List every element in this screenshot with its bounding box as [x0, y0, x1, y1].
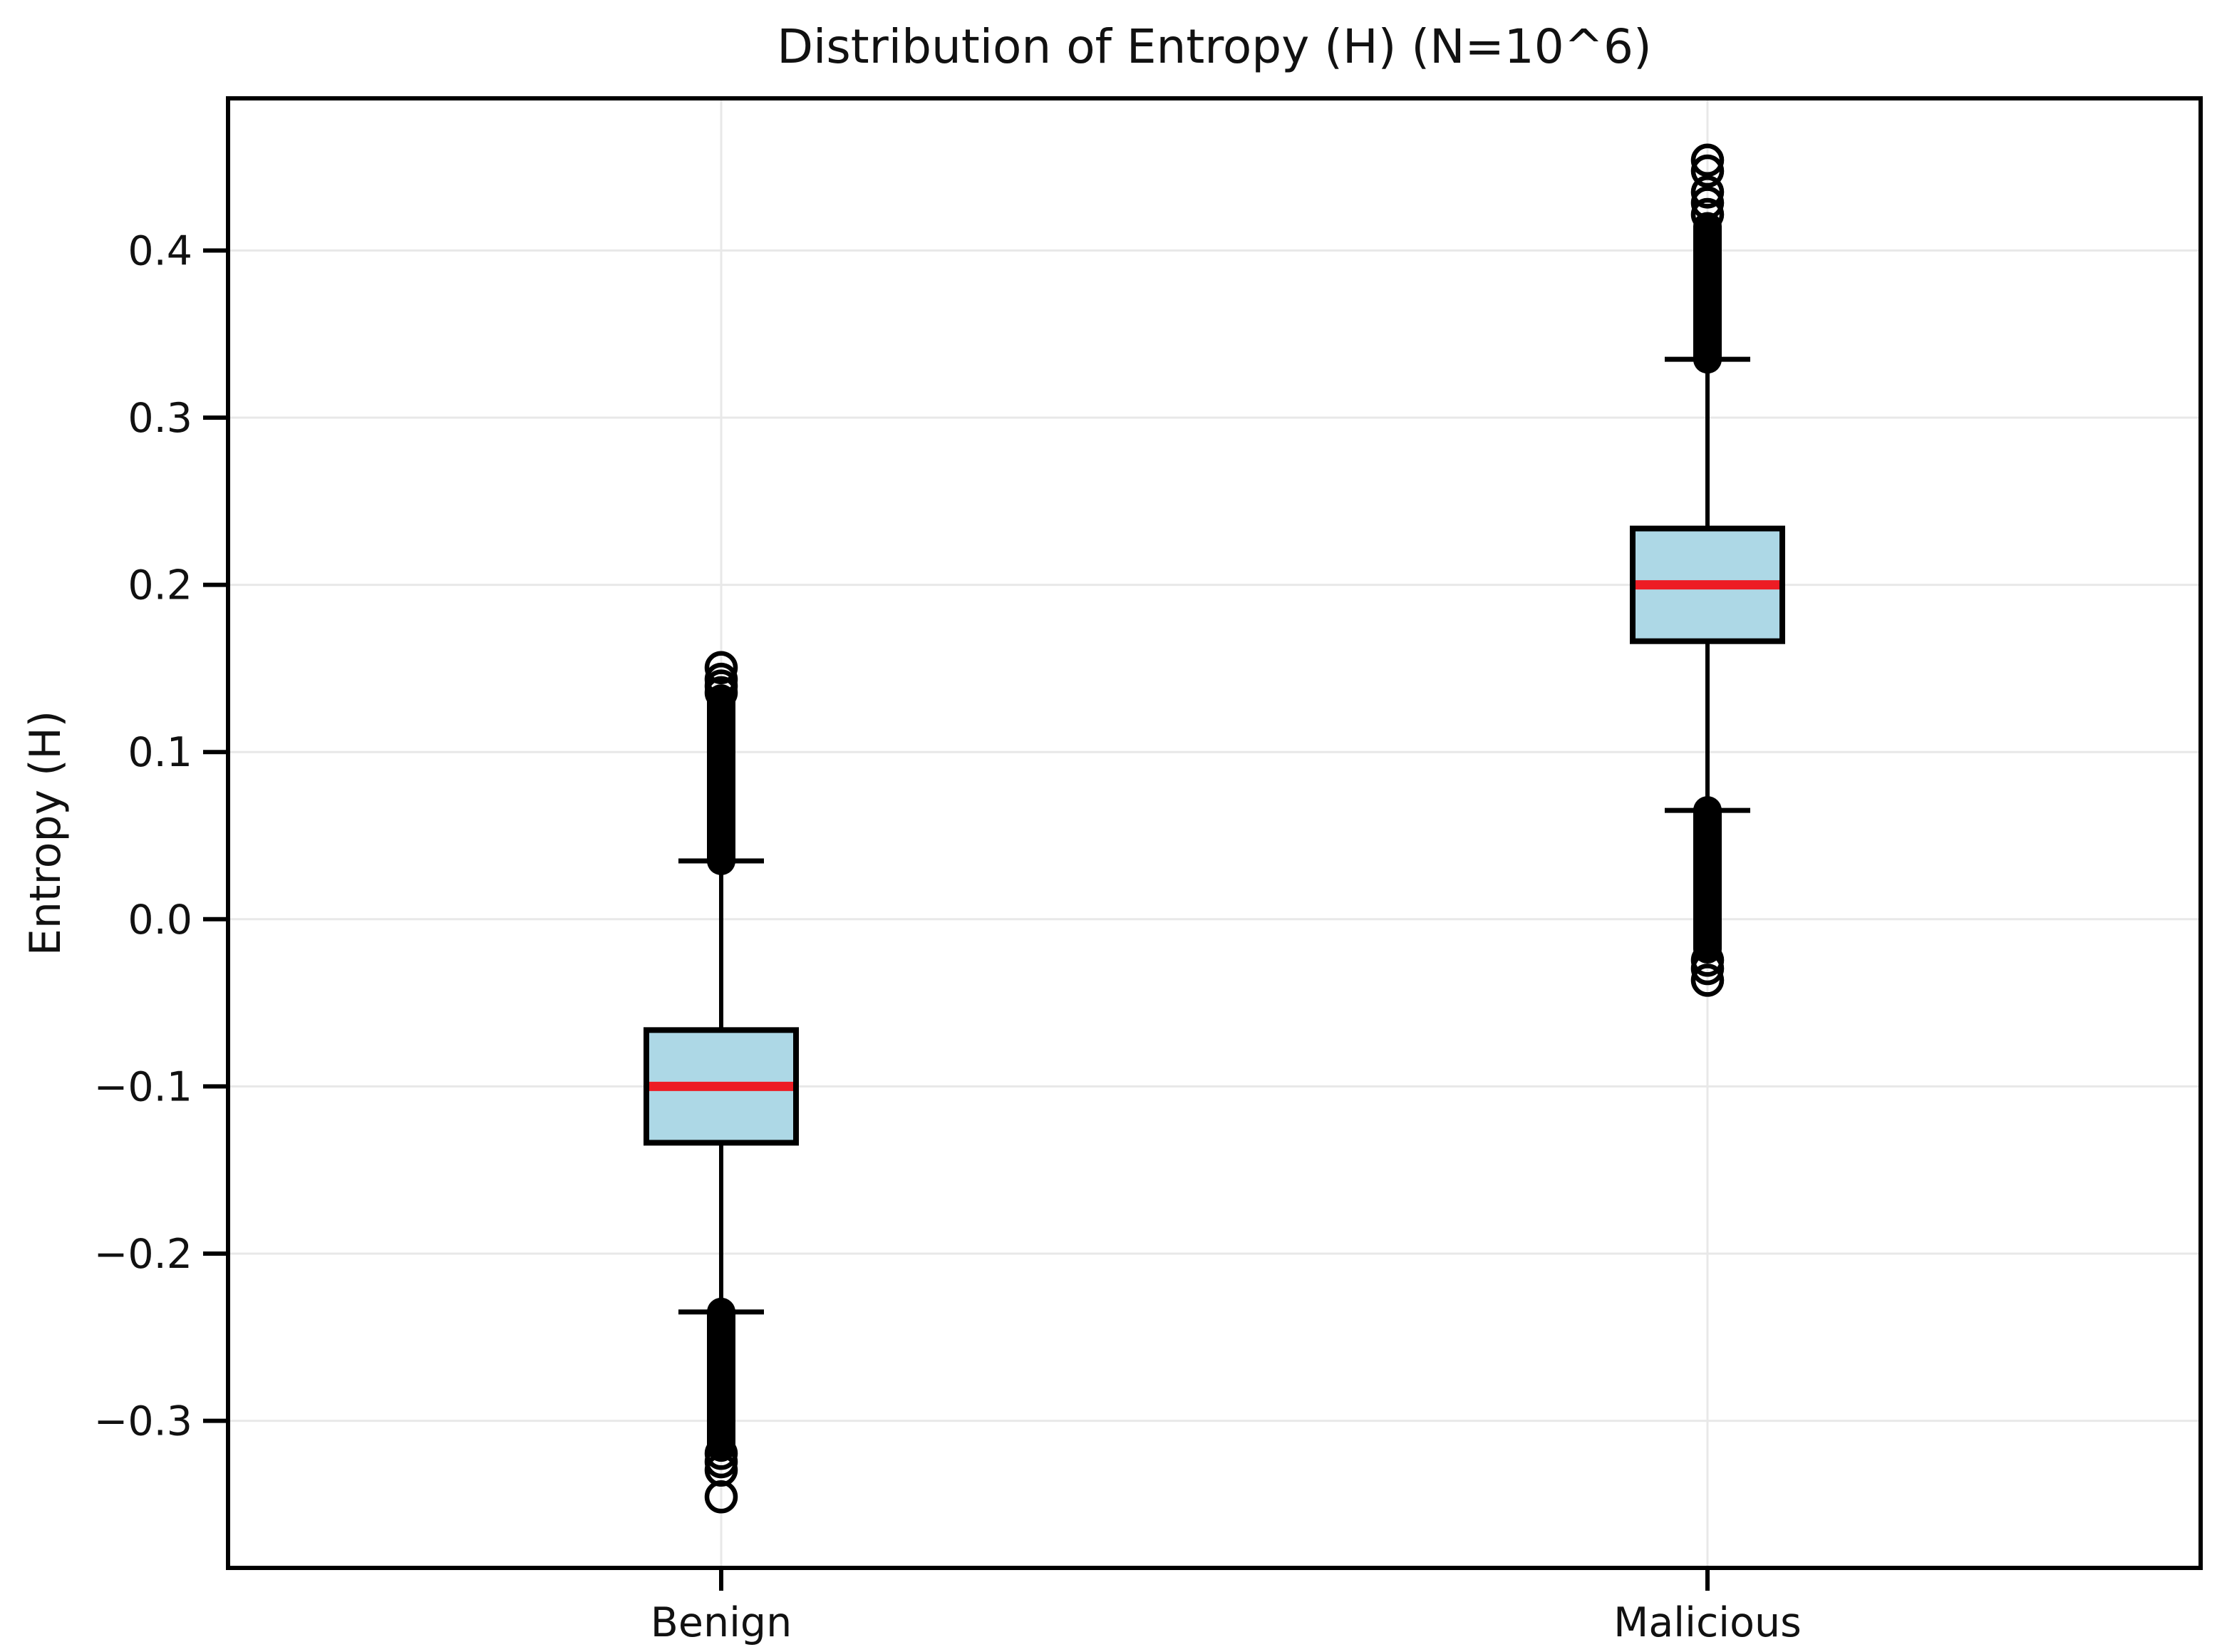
- outlier-circle-upper-malicious: [1690, 186, 1725, 220]
- axes-spines: [226, 96, 2203, 1570]
- outlier-circle-lower-malicious: [1690, 964, 1725, 997]
- outlier-circle-upper-benign: [704, 662, 738, 696]
- y-tick-label: 0.4: [128, 227, 192, 274]
- outlier-band-lower-benign: [707, 1297, 735, 1462]
- y-tick-label: 0.3: [128, 395, 192, 442]
- y-tick-label: 0.1: [128, 729, 192, 776]
- outlier-band-upper-benign: [707, 684, 735, 875]
- x-tick-label: Benign: [651, 1599, 792, 1646]
- y-tick-label: 0.2: [128, 562, 192, 609]
- outlier-circle-upper-malicious: [1690, 143, 1725, 177]
- y-axis-label: Entropy (H): [21, 710, 71, 956]
- x-tick-label: Malicious: [1613, 1599, 1802, 1646]
- outlier-circle-upper-malicious: [1690, 154, 1725, 188]
- outlier-band-lower-malicious: [1693, 796, 1722, 964]
- outlier-circle-lower-benign: [704, 1480, 738, 1514]
- y-tick-label: −0.2: [94, 1231, 192, 1278]
- outlier-circle-upper-benign: [704, 651, 738, 685]
- y-tick-label: 0.0: [128, 897, 192, 944]
- outlier-circle-upper-malicious: [1690, 175, 1725, 209]
- chart-title: Distribution of Entropy (H) (N=10^6): [777, 19, 1652, 74]
- y-tick-label: −0.3: [94, 1398, 192, 1445]
- y-tick-label: −0.1: [94, 1063, 192, 1110]
- outlier-circle-upper-malicious: [1690, 197, 1725, 232]
- outlier-circle-lower-malicious: [1690, 951, 1725, 986]
- outlier-band-upper-malicious: [1693, 212, 1722, 374]
